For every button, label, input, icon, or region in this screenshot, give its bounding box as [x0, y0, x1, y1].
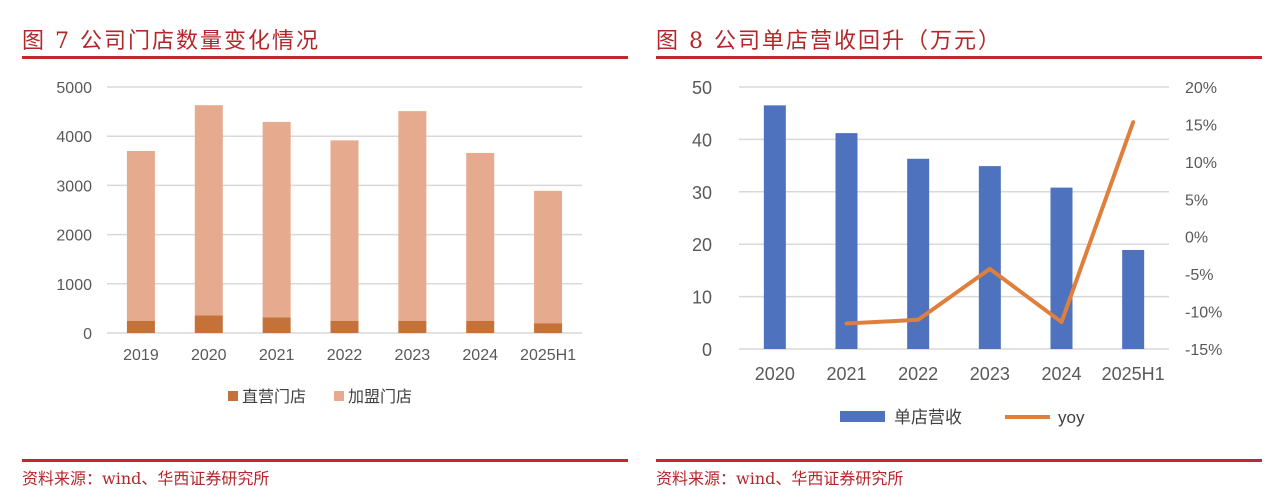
y-tick-label: 20 [692, 235, 712, 255]
legend-label: 直营门店 [242, 388, 306, 406]
x-tick-label: 2021 [259, 347, 295, 364]
legend-label: 单店营收 [894, 408, 962, 427]
bar-加盟门店 [194, 105, 223, 316]
y2-tick-label: 5% [1185, 192, 1208, 209]
bar-加盟门店 [262, 121, 291, 318]
bar-单店营收 [907, 158, 930, 349]
bar-直营门店 [262, 317, 291, 333]
bar-加盟门店 [466, 152, 495, 321]
bar-单店营收 [763, 105, 786, 349]
x-tick-label: 2024 [1041, 364, 1081, 384]
x-tick-label: 2022 [898, 364, 938, 384]
bar-直营门店 [194, 315, 223, 333]
y2-tick-label: 10% [1185, 155, 1217, 172]
chart1-title-rule [22, 56, 628, 59]
y2-tick-label: -10% [1185, 305, 1222, 322]
chart2-title: 图 8 公司单店营收回升（万元） [656, 29, 1002, 54]
bar-单店营收 [835, 133, 858, 349]
y2-tick-label: 0% [1185, 230, 1208, 247]
legend-swatch [334, 391, 344, 401]
bar-直营门店 [398, 320, 427, 333]
chart2-plot: 0 10 20 30 40 50 -15% -10% -5% 0% 5% 10% 15% 20% 2020 2… [692, 78, 1222, 427]
x-tick-label: 2023 [970, 364, 1010, 384]
y-tick-label: 1000 [56, 277, 92, 294]
chart1-source-rule [22, 459, 628, 462]
chart2-source: 资料来源：wind、华西证券研究所 [656, 469, 903, 488]
x-tick-label: 2023 [395, 347, 431, 364]
legend-swatch [228, 391, 238, 401]
x-tick-label: 2024 [462, 347, 498, 364]
y-tick-label: 10 [692, 288, 712, 308]
bar-单店营收 [1122, 249, 1145, 349]
y-tick-label: 0 [702, 340, 712, 360]
bar-单店营收 [978, 166, 1001, 349]
x-tick-label: 2025H1 [520, 347, 576, 364]
chart1-plot: 0 1000 2000 3000 4000 5000 2019 2020 2021 2022 202… [56, 80, 582, 406]
chart1-source: 资料来源：wind、华西证券研究所 [22, 469, 269, 488]
legend-swatch-bar [840, 411, 885, 422]
y-tick-label: 40 [692, 130, 712, 150]
x-tick-label: 2021 [826, 364, 866, 384]
y2-tick-label: 15% [1185, 117, 1217, 134]
bar-单店营收 [1050, 187, 1073, 349]
x-tick-label: 2025H1 [1102, 364, 1165, 384]
x-tick-label: 2022 [327, 347, 363, 364]
y-tick-label: 2000 [56, 228, 92, 245]
x-tick-label: 2020 [755, 364, 795, 384]
y-tick-label: 3000 [56, 178, 92, 195]
y-tick-label: 0 [83, 326, 92, 343]
bar-直营门店 [126, 320, 155, 333]
y-tick-label: 30 [692, 183, 712, 203]
legend-label: yoy [1058, 408, 1085, 427]
bar-直营门店 [466, 320, 495, 333]
legend-label: 加盟门店 [348, 388, 412, 406]
y2-tick-label: 20% [1185, 80, 1217, 97]
y-tick-label: 4000 [56, 129, 92, 146]
x-tick-label: 2019 [123, 347, 159, 364]
bar-加盟门店 [534, 190, 563, 324]
bar-加盟门店 [126, 150, 155, 321]
x-tick-label: 2020 [191, 347, 227, 364]
bar-直营门店 [534, 323, 563, 333]
chart1-title: 图 7 公司门店数量变化情况 [22, 29, 320, 54]
bar-直营门店 [330, 320, 359, 333]
chart2-source-rule [656, 459, 1262, 462]
bar-加盟门店 [330, 140, 359, 321]
y2-tick-label: -15% [1185, 342, 1222, 359]
y-tick-label: 5000 [56, 80, 92, 97]
chart2-title-rule [656, 56, 1262, 59]
bar-加盟门店 [398, 111, 427, 321]
y2-tick-label: -5% [1185, 267, 1213, 284]
y-tick-label: 50 [692, 78, 712, 98]
